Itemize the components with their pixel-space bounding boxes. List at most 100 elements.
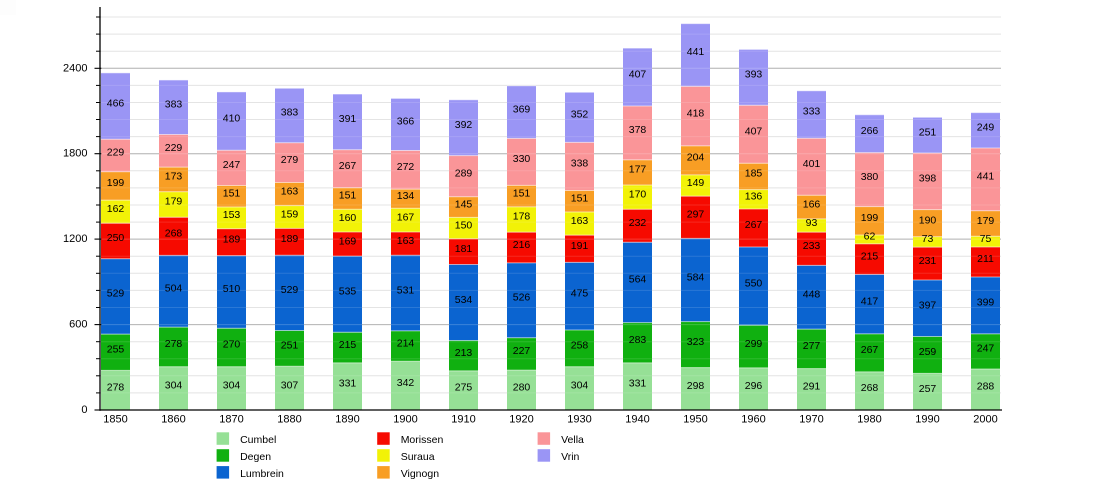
svg-text:Suraua: Suraua (401, 451, 435, 463)
svg-text:177: 177 (629, 164, 647, 176)
svg-text:331: 331 (339, 378, 357, 390)
svg-text:441: 441 (977, 171, 995, 183)
svg-text:1800: 1800 (63, 148, 87, 160)
svg-text:277: 277 (803, 340, 821, 352)
svg-text:1920: 1920 (509, 413, 533, 425)
svg-text:1970: 1970 (799, 413, 823, 425)
svg-text:268: 268 (165, 228, 183, 240)
svg-text:211: 211 (977, 253, 994, 265)
svg-text:163: 163 (571, 215, 589, 227)
svg-text:266: 266 (861, 125, 879, 137)
svg-text:149: 149 (687, 177, 705, 189)
svg-text:1960: 1960 (741, 413, 765, 425)
svg-text:391: 391 (339, 113, 357, 125)
svg-text:167: 167 (397, 211, 415, 223)
svg-text:526: 526 (513, 292, 531, 304)
svg-text:2000: 2000 (973, 413, 997, 425)
svg-text:529: 529 (107, 288, 125, 300)
svg-text:600: 600 (69, 319, 87, 331)
svg-text:191: 191 (571, 240, 589, 252)
svg-text:93: 93 (806, 217, 818, 229)
svg-text:1940: 1940 (625, 413, 649, 425)
svg-text:268: 268 (861, 382, 879, 394)
svg-text:299: 299 (745, 338, 763, 350)
svg-text:297: 297 (687, 209, 705, 221)
svg-text:213: 213 (455, 347, 473, 359)
svg-text:366: 366 (397, 116, 415, 128)
svg-text:Degen: Degen (240, 451, 271, 463)
svg-text:250: 250 (107, 232, 125, 244)
svg-text:398: 398 (919, 173, 937, 185)
svg-text:160: 160 (339, 212, 357, 224)
svg-text:Vella: Vella (561, 434, 584, 446)
svg-text:173: 173 (165, 171, 183, 183)
svg-text:407: 407 (629, 68, 647, 80)
svg-text:383: 383 (281, 107, 299, 119)
svg-text:534: 534 (455, 294, 473, 306)
svg-text:2400: 2400 (63, 62, 87, 74)
svg-text:330: 330 (513, 153, 531, 165)
svg-text:1850: 1850 (103, 413, 127, 425)
svg-text:170: 170 (629, 188, 647, 200)
svg-text:401: 401 (803, 158, 821, 170)
svg-text:331: 331 (629, 378, 647, 390)
svg-text:283: 283 (629, 334, 647, 346)
svg-text:151: 151 (571, 192, 589, 204)
svg-text:333: 333 (803, 106, 821, 118)
svg-text:270: 270 (223, 339, 241, 351)
svg-text:134: 134 (397, 190, 415, 202)
svg-text:159: 159 (281, 208, 299, 220)
svg-text:418: 418 (687, 107, 705, 119)
svg-text:397: 397 (919, 300, 937, 312)
svg-text:323: 323 (687, 336, 705, 348)
svg-text:380: 380 (861, 171, 879, 183)
svg-text:216: 216 (513, 239, 531, 251)
svg-text:204: 204 (687, 152, 705, 164)
svg-text:166: 166 (803, 198, 821, 210)
svg-text:145: 145 (455, 198, 473, 210)
svg-text:229: 229 (165, 142, 183, 154)
svg-text:383: 383 (165, 99, 183, 111)
svg-text:267: 267 (339, 160, 357, 172)
svg-text:1890: 1890 (335, 413, 359, 425)
svg-text:75: 75 (980, 233, 992, 245)
svg-text:190: 190 (919, 214, 937, 226)
svg-text:1880: 1880 (277, 413, 301, 425)
svg-text:304: 304 (571, 380, 589, 392)
svg-text:1950: 1950 (683, 413, 707, 425)
svg-text:251: 251 (919, 126, 937, 138)
svg-text:304: 304 (165, 380, 183, 392)
svg-text:189: 189 (281, 233, 299, 245)
svg-text:247: 247 (223, 159, 241, 171)
svg-text:259: 259 (919, 346, 937, 358)
svg-text:162: 162 (107, 203, 125, 215)
svg-text:291: 291 (803, 381, 821, 393)
svg-text:214: 214 (397, 337, 415, 349)
svg-text:352: 352 (571, 109, 589, 121)
svg-text:Morissen: Morissen (401, 434, 444, 446)
svg-text:249: 249 (977, 122, 995, 134)
svg-text:369: 369 (513, 103, 531, 115)
svg-text:392: 392 (455, 119, 473, 131)
svg-text:163: 163 (281, 185, 299, 197)
svg-text:199: 199 (107, 177, 125, 189)
svg-text:296: 296 (745, 380, 763, 392)
svg-text:410: 410 (223, 112, 241, 124)
svg-text:564: 564 (629, 274, 647, 286)
svg-text:1200: 1200 (63, 233, 87, 245)
svg-text:229: 229 (107, 147, 125, 159)
svg-text:407: 407 (745, 126, 763, 138)
svg-text:227: 227 (513, 345, 531, 357)
svg-text:280: 280 (513, 381, 531, 393)
svg-text:529: 529 (281, 284, 299, 296)
svg-text:1910: 1910 (451, 413, 475, 425)
svg-text:215: 215 (861, 250, 879, 262)
svg-text:151: 151 (339, 190, 357, 202)
svg-text:163: 163 (397, 235, 415, 247)
svg-text:298: 298 (687, 380, 705, 392)
svg-text:62: 62 (864, 231, 876, 243)
svg-text:1870: 1870 (219, 413, 243, 425)
svg-text:504: 504 (165, 283, 183, 295)
svg-text:136: 136 (745, 191, 763, 203)
svg-text:251: 251 (281, 340, 299, 352)
